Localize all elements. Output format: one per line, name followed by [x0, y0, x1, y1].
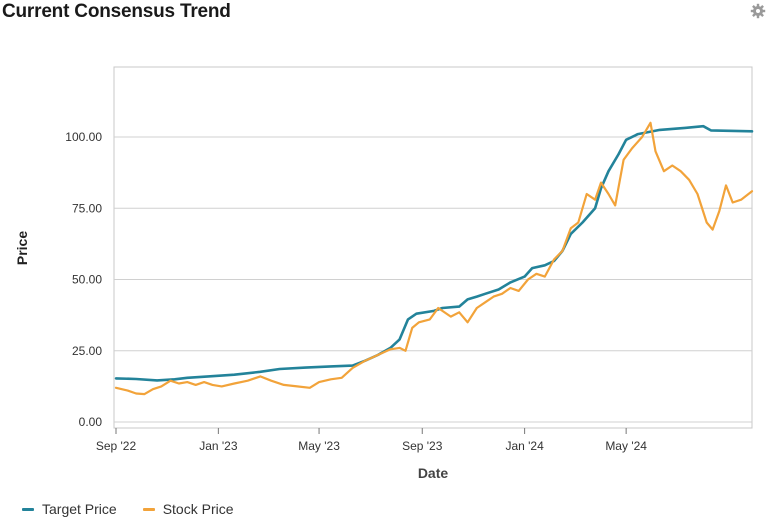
- legend-label: Target Price: [42, 501, 117, 517]
- y-axis-ticks: 0.00 25.00 50.00 75.00 100.00: [65, 130, 102, 429]
- y-tick-label: 100.00: [65, 130, 102, 144]
- series-lines: [114, 121, 754, 396]
- chart-legend: Target Price Stock Price: [22, 501, 234, 517]
- plot-frame: [113, 66, 753, 429]
- x-tick-label: Sep '22: [96, 439, 137, 453]
- legend-item-target-price[interactable]: Target Price: [22, 501, 117, 517]
- legend-swatch: [22, 507, 34, 511]
- chart-area: 0.00 25.00 50.00 75.00 100.00 Sep '22 Jan '23…: [14, 66, 754, 481]
- x-tick-label: Jan '24: [505, 439, 544, 453]
- x-tick-label: Sep '23: [402, 439, 443, 453]
- series-line-stock-price: [114, 121, 754, 396]
- y-tick-label: 25.00: [72, 344, 102, 358]
- y-tick-label: 75.00: [72, 201, 102, 215]
- x-tick-label: Jan '23: [199, 439, 238, 453]
- legend-swatch: [142, 507, 155, 511]
- y-tick-label: 0.00: [79, 415, 103, 429]
- legend-item-stock-price[interactable]: Stock Price: [142, 501, 234, 517]
- y-axis-label: Price: [14, 231, 30, 265]
- x-tick-label: May '23: [298, 439, 340, 453]
- x-tick-label: May '24: [605, 439, 647, 453]
- grid-lines: [114, 136, 752, 423]
- y-tick-label: 50.00: [72, 273, 102, 287]
- x-axis-ticks: Sep '22 Jan '23 May '23 Sep '23 Jan '24 May '…: [96, 428, 647, 453]
- page-title: Current Consensus Trend: [2, 1, 231, 22]
- legend-label: Stock Price: [162, 501, 234, 517]
- series-line-target-price: [114, 124, 754, 382]
- gear-icon[interactable]: [750, 3, 766, 19]
- x-axis-label: Date: [418, 465, 449, 481]
